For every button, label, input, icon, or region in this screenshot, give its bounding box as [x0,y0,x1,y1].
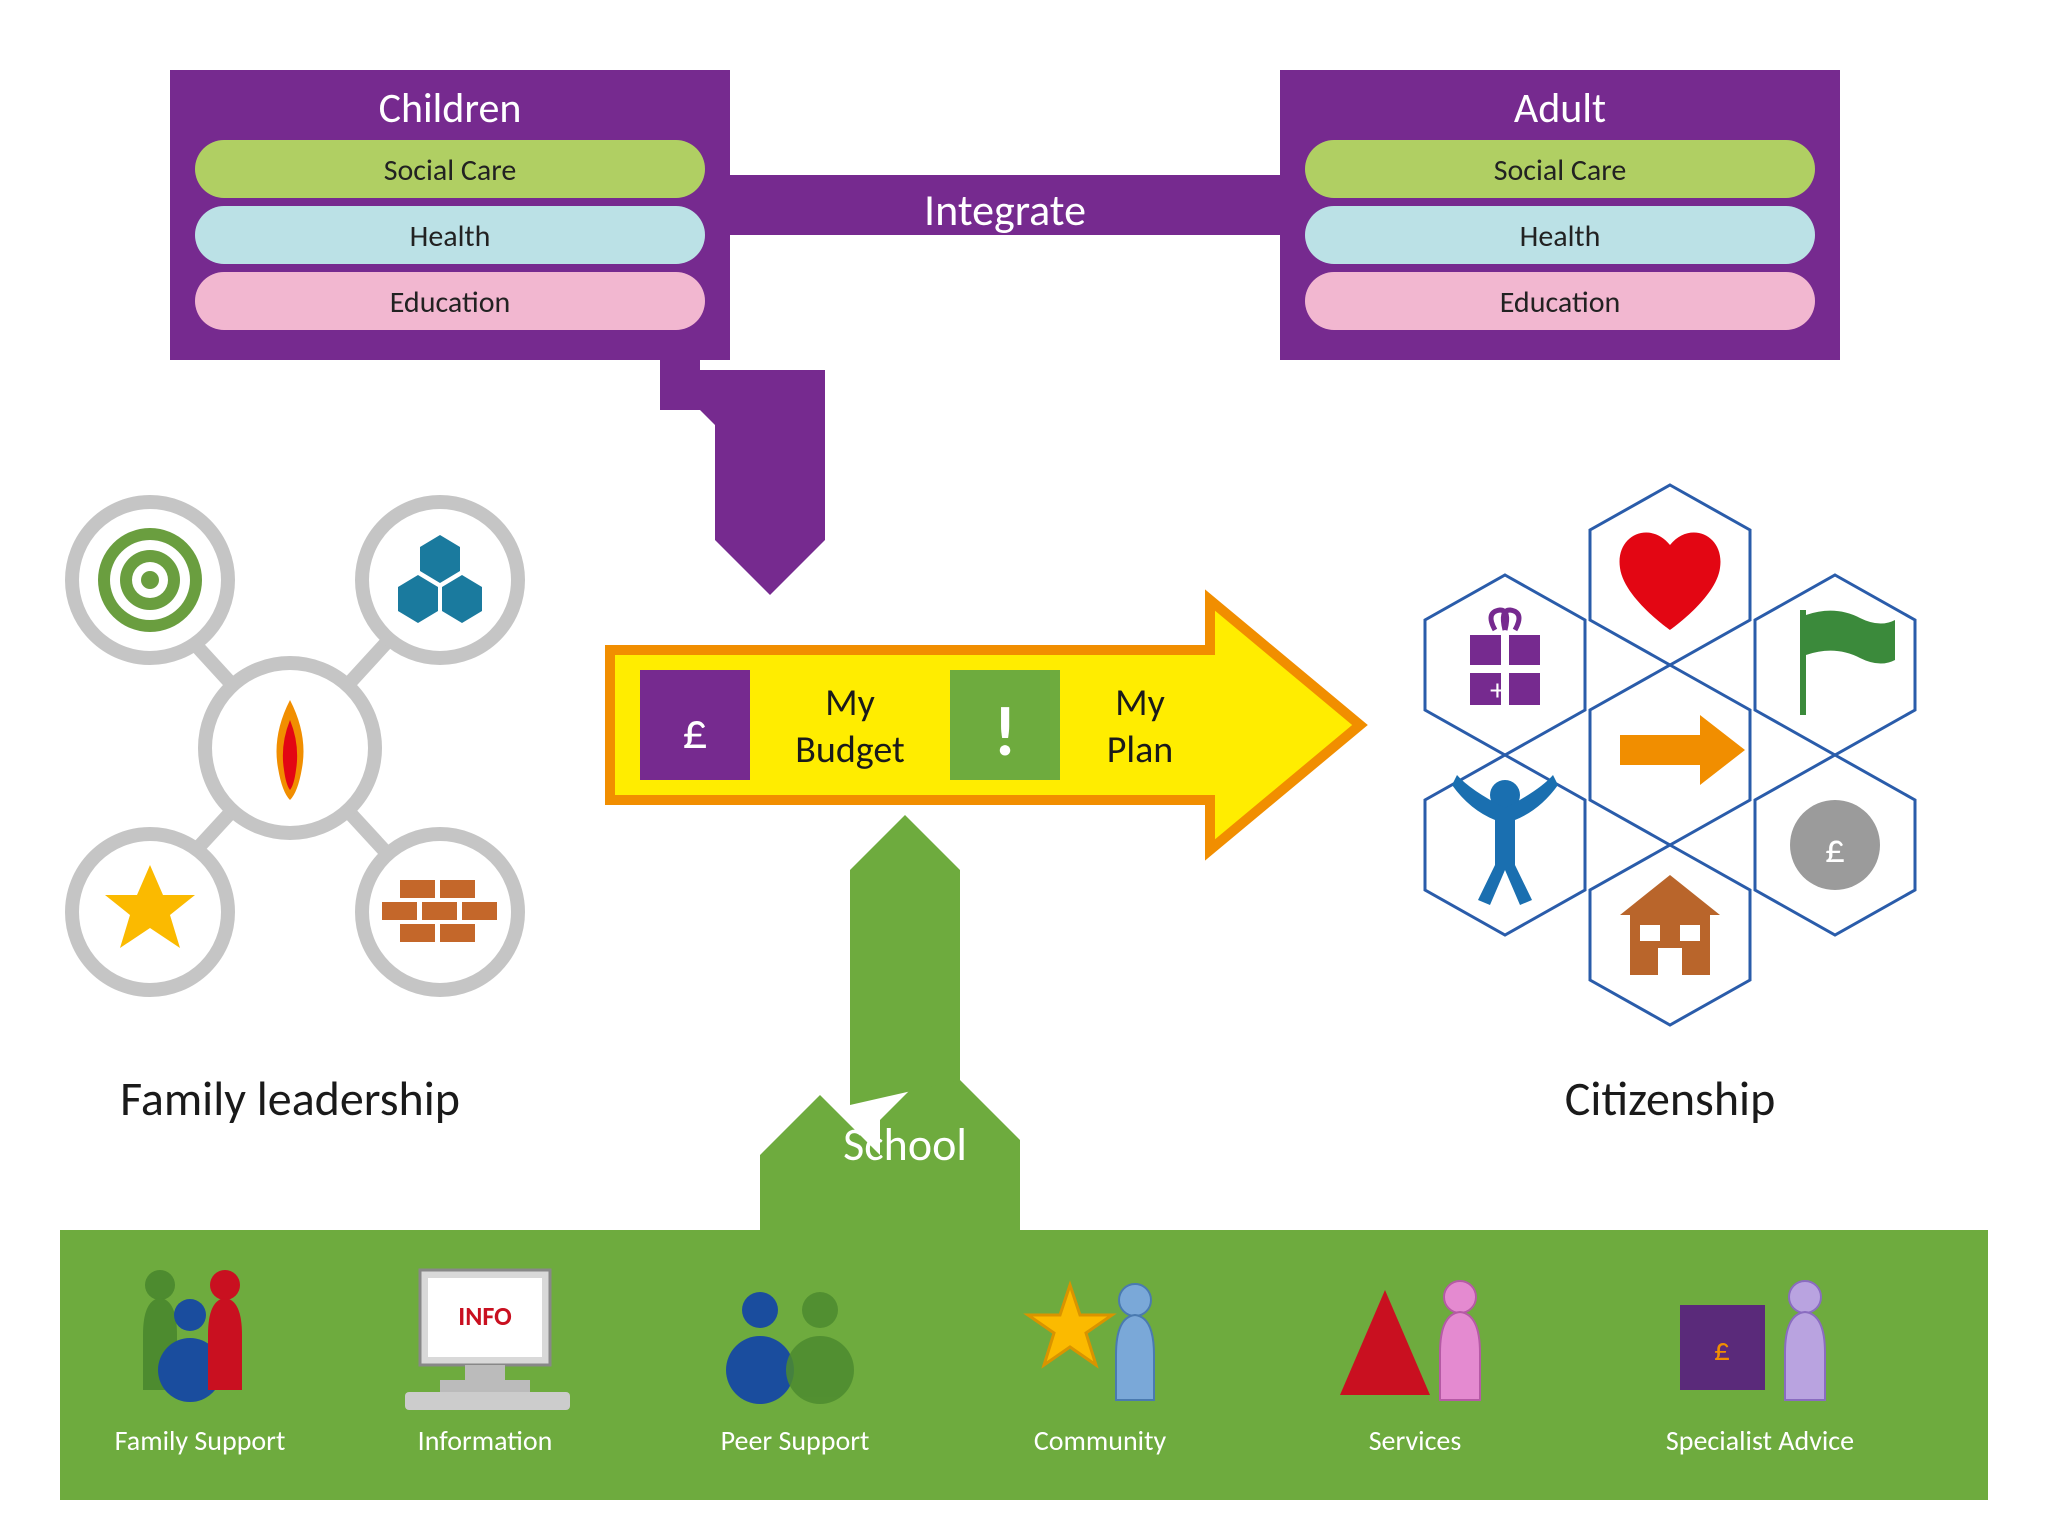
family-support-label: Family Support [115,1423,286,1458]
children-pill-1: Social Care [384,152,517,189]
citizenship-label: Citizenship [1565,1069,1776,1128]
budget-plan-arrow: £ My Budget ! My Plan [610,600,1360,850]
diagram-canvas: Children Social Care Health Education Ad… [0,0,2048,1536]
my-plan-label-2: Plan [1107,727,1174,773]
children-title: Children [379,83,522,134]
pound-icon: £ [682,701,707,762]
children-pill-3: Education [390,284,511,321]
adult-pill-3: Education [1500,284,1621,321]
my-budget-label-1: My [825,680,875,726]
adult-box: Adult Social Care Health Education [1280,70,1840,360]
services-label: Services [1369,1423,1462,1458]
integrate-connector [660,175,1330,595]
family-leadership-cluster [72,502,518,990]
children-box: Children Social Care Health Education [170,70,730,360]
peer-support-label: Peer Support [721,1423,870,1458]
community-label: Community [1034,1423,1167,1458]
adult-pill-1: Social Care [1494,152,1627,189]
adult-title: Adult [1514,83,1606,134]
my-budget-label-2: Budget [795,727,905,773]
svg-text:£: £ [1825,824,1845,873]
children-pill-2: Health [410,218,491,255]
information-label: Information [418,1423,553,1458]
svg-text:INFO: INFO [458,1300,511,1332]
integrate-label: Integrate [924,183,1086,237]
citizenship-hexgrid: + £ [1425,485,1915,1025]
specialist-advice-label: Specialist Advice [1666,1423,1854,1458]
family-leadership-label: Family leadership [120,1069,460,1128]
svg-text:£: £ [1714,1330,1730,1369]
school-label: School [843,1117,967,1173]
school-connector [760,815,1020,1240]
svg-text:+: + [1490,672,1505,709]
exclaim-icon: ! [994,688,1017,774]
my-plan-label-1: My [1115,680,1165,726]
adult-pill-2: Health [1520,218,1601,255]
